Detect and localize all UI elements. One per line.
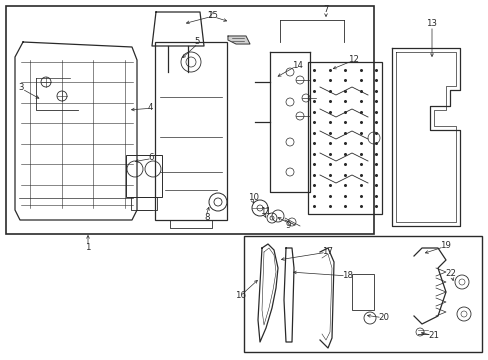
Text: 3: 3 (18, 84, 23, 93)
Text: 11: 11 (260, 207, 270, 216)
Text: 14: 14 (291, 60, 303, 69)
Text: 22: 22 (444, 270, 455, 279)
Text: 19: 19 (439, 242, 450, 251)
Bar (6, 6, 373, 234)
Text: 13: 13 (426, 19, 437, 28)
Text: 8: 8 (204, 213, 209, 222)
Bar (155, 42, 226, 220)
Bar (307, 62, 381, 214)
Text: 21: 21 (427, 332, 438, 341)
Text: 12: 12 (347, 55, 358, 64)
Polygon shape (227, 36, 249, 44)
Text: 17: 17 (321, 248, 332, 256)
Bar (244, 236, 481, 352)
Text: 4: 4 (148, 104, 153, 112)
Text: 5: 5 (194, 37, 199, 46)
Text: 15: 15 (206, 12, 218, 21)
Text: 6: 6 (148, 153, 153, 162)
Text: 9: 9 (285, 220, 291, 230)
Text: 10: 10 (247, 194, 259, 202)
Text: 2: 2 (206, 12, 212, 21)
Bar (351, 274, 373, 310)
Text: 18: 18 (341, 271, 352, 280)
Text: 16: 16 (235, 292, 245, 301)
Text: 1: 1 (85, 243, 91, 252)
Text: 7: 7 (323, 5, 328, 14)
Text: 20: 20 (377, 314, 388, 323)
Bar (126, 155, 162, 197)
